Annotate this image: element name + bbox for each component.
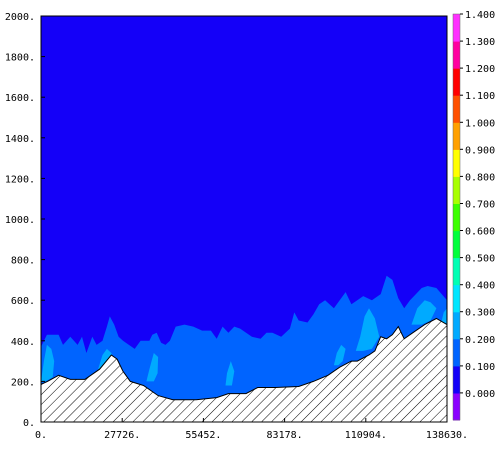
y-tick-label: 1800. bbox=[5, 53, 35, 64]
colorbar-label: 0.700 bbox=[465, 200, 495, 211]
y-tick-label: 200. bbox=[11, 377, 35, 388]
y-tick-label: 1000. bbox=[5, 215, 35, 226]
y-tick-label: 1200. bbox=[5, 174, 35, 185]
y-tick-label: 600. bbox=[11, 296, 35, 307]
colorbar-swatch bbox=[453, 230, 460, 259]
colorbar-swatch bbox=[453, 41, 460, 69]
colorbar-label: 0.200 bbox=[465, 335, 495, 346]
colorbar-label: 1.200 bbox=[465, 64, 495, 75]
colorbar-label: 0.000 bbox=[465, 389, 495, 400]
colorbar-frame bbox=[452, 13, 461, 421]
colorbar-label: 0.600 bbox=[465, 227, 495, 238]
colorbar-swatch bbox=[453, 14, 460, 42]
colorbar-swatch bbox=[453, 392, 460, 421]
colorbar-label: 1.100 bbox=[465, 91, 495, 102]
colorbar-swatch bbox=[453, 203, 460, 232]
terrain-hatched bbox=[41, 317, 447, 422]
y-tick-label: 1400. bbox=[5, 134, 35, 145]
y-tick-label: 400. bbox=[11, 337, 35, 348]
colorbar-swatch bbox=[453, 95, 460, 123]
x-tick-label: 83178. bbox=[267, 430, 303, 441]
contour-level-0-300-patch bbox=[225, 361, 235, 386]
contour-level-0-300-patch bbox=[333, 344, 346, 366]
contour-level-0-300-patch bbox=[41, 344, 55, 382]
colorbar-label: 0.500 bbox=[465, 254, 495, 265]
x-tick-label: 0. bbox=[35, 430, 47, 441]
colorbar-label: 1.400 bbox=[465, 10, 495, 21]
contour-level-0-300-patch bbox=[411, 300, 437, 325]
x-tick-label: 138630. bbox=[426, 430, 468, 441]
x-tick-label: 110904. bbox=[345, 430, 387, 441]
y-tick-label: 2000. bbox=[5, 12, 35, 23]
x-tick-label: 27726. bbox=[104, 430, 140, 441]
colorbar-label: 1.000 bbox=[465, 118, 495, 129]
y-tick-label: 800. bbox=[11, 256, 35, 267]
y-tick-label: 1600. bbox=[5, 93, 35, 104]
colorbar-swatch bbox=[453, 176, 460, 204]
colorbar-swatch bbox=[453, 149, 460, 177]
colorbar-swatch bbox=[453, 257, 460, 286]
x-tick-label: 55452. bbox=[185, 430, 221, 441]
colorbar-label: 0.400 bbox=[465, 281, 495, 292]
contour-level-0-300-patch bbox=[355, 308, 380, 351]
colorbar-label: 0.800 bbox=[465, 172, 495, 183]
contour-level-0-300-patch bbox=[146, 353, 159, 382]
colorbar-swatch bbox=[453, 311, 460, 340]
colorbar-swatch bbox=[453, 338, 460, 367]
colorbar-label: 0.300 bbox=[465, 308, 495, 319]
colorbar-label: 1.300 bbox=[465, 37, 495, 48]
colorbar-swatch bbox=[453, 284, 460, 313]
colorbar-label: 0.100 bbox=[465, 362, 495, 373]
colorbar-swatch bbox=[453, 68, 460, 96]
colorbar-swatch bbox=[453, 365, 460, 394]
colorbar-swatch bbox=[453, 122, 460, 150]
y-tick-label: 0. bbox=[23, 418, 35, 429]
colorbar-label: 0.900 bbox=[465, 145, 495, 156]
contour-level-0-300-patch bbox=[440, 308, 447, 325]
